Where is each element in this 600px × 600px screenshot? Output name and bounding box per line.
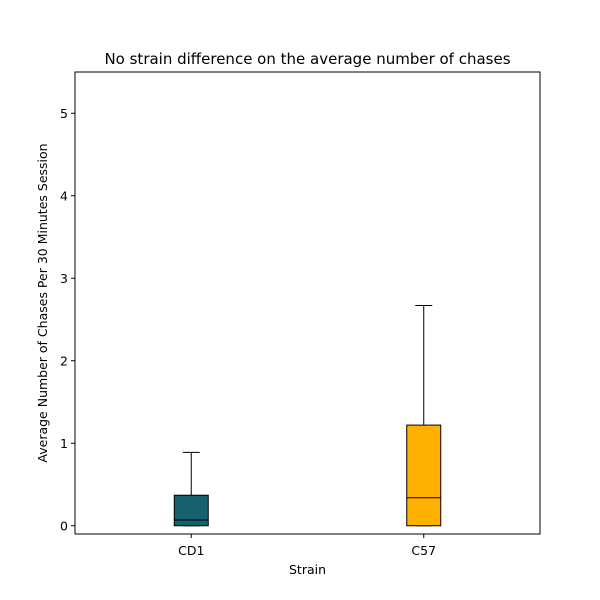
- x-tick-label: CD1: [178, 543, 204, 558]
- y-tick-label: 2: [60, 353, 68, 368]
- plot-frame: [74, 71, 541, 535]
- y-axis: 0 1 2 3 4 5: [60, 106, 75, 533]
- y-tick-label: 5: [60, 106, 68, 121]
- box-cd1: [173, 451, 209, 527]
- boxes: [173, 304, 442, 527]
- x-tick-label: C57: [411, 543, 436, 558]
- chart-title: No strain difference on the average numb…: [104, 50, 510, 68]
- plot-area: [74, 71, 541, 535]
- y-axis-label: Average Number of Chases Per 30 Minutes …: [35, 143, 50, 462]
- box-c57: [406, 304, 442, 527]
- y-tick-label: 4: [60, 188, 68, 203]
- iqr-box: [406, 424, 442, 527]
- y-tick-label: 0: [60, 518, 68, 533]
- x-axis-label: Strain: [289, 562, 326, 577]
- x-axis: CD1 C57: [178, 534, 436, 558]
- y-tick-label: 1: [60, 436, 68, 451]
- y-tick-label: 3: [60, 271, 68, 286]
- iqr-box: [173, 494, 209, 527]
